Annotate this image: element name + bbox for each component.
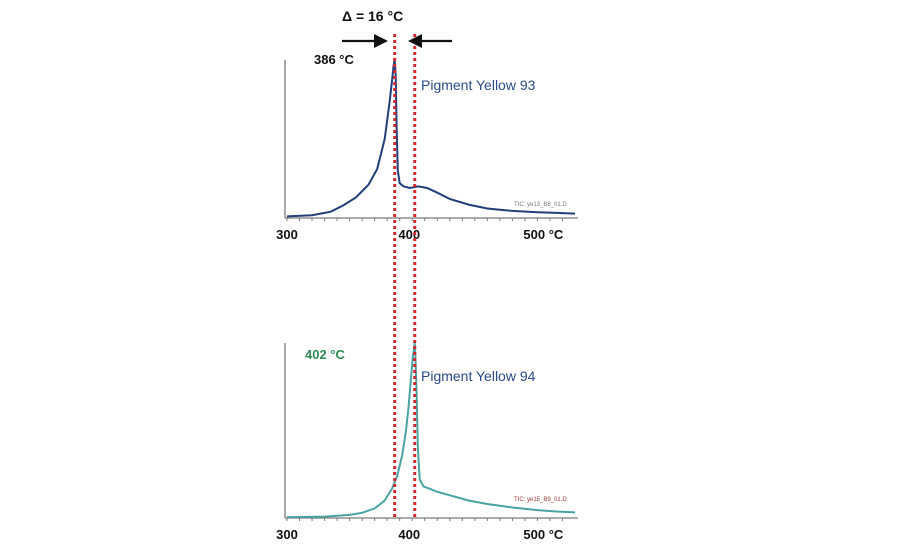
- chart-panel-pigment-yellow-93: 300 400 500 °C 386 °C Pigment Yellow 93 TI…: [276, 52, 578, 242]
- series-line-pigment-yellow-94: [286, 342, 576, 519]
- x-tick-label: 300: [276, 227, 298, 242]
- x-axis-tick-labels: 300 400 500 °C: [276, 527, 564, 542]
- x-tick-label: 300: [276, 527, 298, 542]
- delta-temperature-label: Δ = 16 °C: [342, 8, 403, 24]
- series-label-pigment-yellow-93: Pigment Yellow 93: [421, 77, 536, 93]
- x-axis-tick-labels: 300 400 500 °C: [276, 227, 564, 242]
- x-tick-label: 400: [398, 227, 420, 242]
- tic-file-label: TIC: ye13_B8_01.D: [514, 202, 567, 208]
- x-axis-ticks: [286, 218, 563, 221]
- series-line-pigment-yellow-93: [286, 59, 576, 218]
- chart-panel-pigment-yellow-94: 300 400 500 °C 402 °C Pigment Yellow 94 TI…: [276, 342, 578, 542]
- peak-temperature-label: 386 °C: [314, 52, 355, 67]
- series-label-pigment-yellow-94: Pigment Yellow 94: [421, 368, 536, 384]
- x-tick-label: 500 °C: [523, 227, 564, 242]
- delta-arrows: [342, 34, 452, 48]
- tic-file-label: TIC: ye15_B9_01.D: [514, 497, 567, 503]
- x-axis-ticks: [286, 518, 563, 521]
- peak-temperature-label: 402 °C: [305, 347, 346, 362]
- x-tick-label: 400: [398, 527, 420, 542]
- left-arrow-head: [374, 34, 388, 48]
- x-tick-label: 500 °C: [523, 527, 564, 542]
- right-arrow-head: [408, 34, 422, 48]
